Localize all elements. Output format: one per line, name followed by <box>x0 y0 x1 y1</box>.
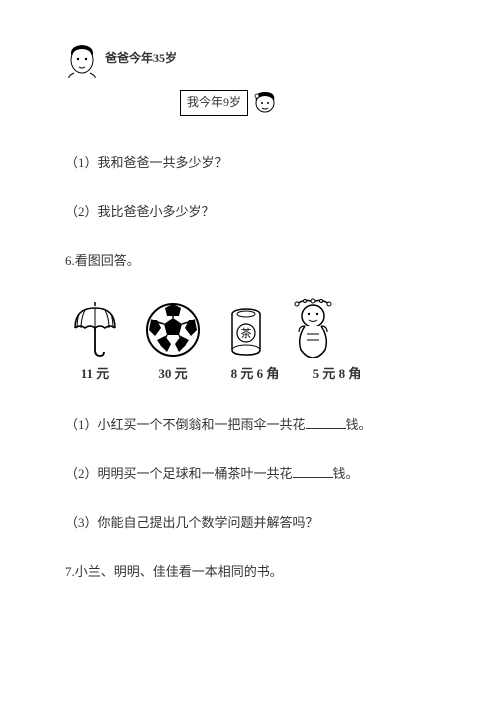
tea-item: 茶 <box>227 306 265 358</box>
q6-sub1-b: 钱。 <box>346 417 372 432</box>
svg-text:茶: 茶 <box>241 327 252 340</box>
q6-sub2-b: 钱。 <box>333 466 359 481</box>
umbrella-icon <box>71 302 119 358</box>
blank-2 <box>293 464 333 478</box>
price-umbrella: 11 元 <box>71 364 119 385</box>
doll-item <box>291 296 335 358</box>
price-doll: 5 元 8 角 <box>309 364 365 385</box>
age-dialog: 爸爸今年35岁 我今年9岁 <box>65 40 435 118</box>
tumbler-doll-icon <box>291 296 335 358</box>
child-face-icon <box>252 88 278 118</box>
umbrella-item <box>71 302 119 358</box>
q6-sub3: （3）你能自己提出几个数学问题并解答吗？ <box>65 513 435 534</box>
soccer-ball-icon <box>145 302 201 358</box>
blank-1 <box>306 415 346 429</box>
q5-sub1: （1）我和爸爸一共多少岁？ <box>65 153 435 174</box>
dad-speech: 爸爸今年35岁 <box>105 49 177 68</box>
q6-sub1-a: （1）小红买一个不倒翁和一把雨伞一共花 <box>65 417 306 432</box>
q7-head: 7.小兰、明明、佳佳看一本相同的书。 <box>65 562 435 583</box>
price-ball: 30 元 <box>145 364 201 385</box>
child-row: 我今年9岁 <box>180 88 435 118</box>
child-speech: 我今年9岁 <box>180 90 248 115</box>
tea-can-icon: 茶 <box>227 306 265 358</box>
q6-sub2-a: （2）明明买一个足球和一桶茶叶一共花 <box>65 466 293 481</box>
q5-sub2: （2）我比爸爸小多少岁？ <box>65 202 435 223</box>
items-row: 茶 <box>65 296 435 358</box>
ball-item <box>145 302 201 358</box>
dad-face-icon <box>65 40 99 78</box>
q6-head: 6.看图回答。 <box>65 251 435 272</box>
price-tea: 8 元 6 角 <box>227 364 283 385</box>
price-row: 11 元 30 元 8 元 6 角 5 元 8 角 <box>65 364 435 385</box>
q6-sub1: （1）小红买一个不倒翁和一把雨伞一共花 钱。 <box>65 415 435 436</box>
dad-row: 爸爸今年35岁 <box>65 40 435 78</box>
q6-sub2: （2）明明买一个足球和一桶茶叶一共花 钱。 <box>65 464 435 485</box>
